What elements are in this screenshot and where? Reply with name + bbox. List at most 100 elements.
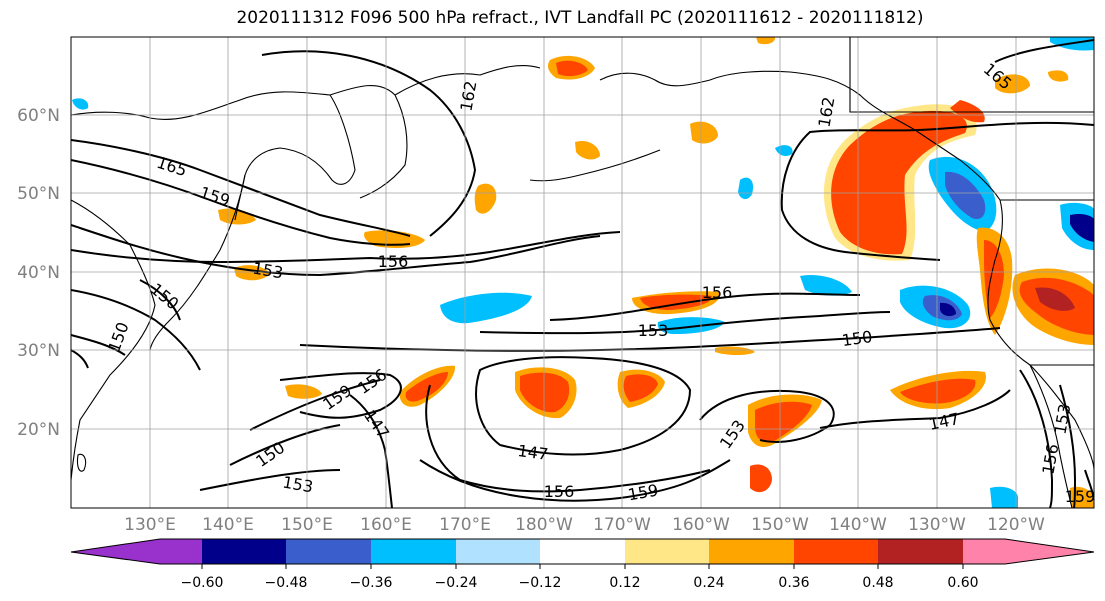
contour-159 bbox=[419, 459, 731, 502]
coastline-mexico bbox=[1029, 364, 1073, 508]
anomaly-shading bbox=[72, 37, 1094, 508]
lon-label: 140°W bbox=[829, 515, 887, 535]
contour-159 bbox=[71, 159, 411, 246]
positive-anomaly bbox=[750, 464, 772, 493]
contour-label: 156 bbox=[544, 482, 575, 501]
contour-label: 159 bbox=[1065, 487, 1096, 506]
lat-label: 30°N bbox=[17, 341, 60, 361]
longitude-labels: 130°E 140°E 150°E 160°E 170°E 180°W 170°… bbox=[124, 515, 1045, 535]
contour-165 bbox=[994, 39, 1094, 63]
lat-label: 20°N bbox=[17, 420, 60, 440]
contour-153 bbox=[699, 389, 835, 443]
colorbar-segment bbox=[286, 539, 371, 564]
colorbar-segment bbox=[202, 539, 286, 564]
negative-anomaly bbox=[72, 98, 89, 110]
colorbar-tick-label: −0.60 bbox=[181, 575, 224, 591]
contour-153 bbox=[71, 349, 89, 369]
contour-147 bbox=[349, 394, 393, 508]
colorbar-segment bbox=[709, 539, 794, 564]
coastline-kamchatka bbox=[329, 84, 408, 199]
colorbar-tick-label: 0.12 bbox=[609, 575, 640, 591]
contour-156 bbox=[139, 279, 181, 321]
contour-162 bbox=[780, 121, 1094, 261]
coastline-asia bbox=[71, 91, 356, 221]
contour-156 bbox=[249, 379, 381, 431]
contour-150 bbox=[229, 424, 341, 466]
colorbar-segment bbox=[540, 539, 625, 564]
coastlines bbox=[71, 37, 1094, 508]
colorbar-tick-labels: −0.60 −0.48 −0.36 −0.24 −0.12 0.12 0.24 … bbox=[181, 575, 979, 591]
positive-anomaly bbox=[405, 372, 448, 402]
negative-anomaly bbox=[940, 302, 956, 317]
colorbar-segment bbox=[456, 539, 540, 564]
colorbar-ticks bbox=[201, 564, 964, 569]
contour-153 bbox=[1019, 369, 1054, 508]
lon-label: 150°W bbox=[751, 515, 809, 535]
lon-label: 170°W bbox=[593, 515, 651, 535]
positive-anomaly bbox=[1048, 70, 1069, 82]
contour-156 bbox=[1059, 384, 1077, 508]
colorbar-max-extension bbox=[1005, 539, 1094, 564]
negative-anomaly bbox=[775, 145, 793, 156]
colorbar-segment bbox=[371, 539, 456, 564]
lon-label: 130°W bbox=[908, 515, 966, 535]
lon-label: 150°E bbox=[281, 515, 333, 535]
positive-anomaly bbox=[575, 140, 600, 160]
colorbar-outline bbox=[70, 538, 1095, 565]
positive-anomaly bbox=[950, 100, 985, 123]
colorbar-segment bbox=[963, 539, 1005, 564]
negative-anomaly bbox=[440, 292, 532, 324]
positive-anomaly bbox=[640, 294, 712, 310]
colorbar-tick-label: −0.36 bbox=[350, 575, 393, 591]
contour-156 bbox=[71, 231, 621, 264]
lon-label: 130°E bbox=[124, 515, 176, 535]
positive-anomaly bbox=[285, 384, 322, 399]
lat-label: 60°N bbox=[17, 106, 60, 126]
map-panel: 165 159 153 156 150 150 162 162 165 156 … bbox=[70, 36, 1096, 509]
negative-anomaly bbox=[990, 486, 1019, 508]
contour-165 bbox=[71, 139, 411, 237]
positive-anomaly bbox=[623, 374, 658, 402]
lon-label: 140°E bbox=[202, 515, 254, 535]
colorbar-segments bbox=[160, 539, 1005, 564]
contour-label: 147 bbox=[516, 441, 549, 464]
border-alaska-canada bbox=[849, 37, 1094, 113]
contour-153 bbox=[71, 224, 601, 277]
lat-label: 40°N bbox=[17, 263, 60, 283]
contour-156 bbox=[425, 384, 711, 493]
positive-anomaly bbox=[556, 60, 588, 77]
coastline-chukotka bbox=[394, 65, 541, 96]
colorbar-tick-label: 0.24 bbox=[693, 575, 724, 591]
positive-anomaly bbox=[690, 121, 718, 144]
positive-anomaly bbox=[756, 37, 776, 45]
colorbar-segment bbox=[625, 539, 709, 564]
contour-150 bbox=[71, 334, 126, 356]
lon-label: 120°W bbox=[987, 515, 1045, 535]
negative-anomaly bbox=[738, 177, 754, 200]
colorbar-segment bbox=[794, 539, 878, 564]
lat-label: 50°N bbox=[17, 184, 60, 204]
colorbar-segment bbox=[160, 539, 202, 564]
lon-label: 160°E bbox=[360, 515, 412, 535]
positive-anomaly bbox=[474, 183, 497, 214]
colorbar-tick-label: 0.60 bbox=[947, 575, 978, 591]
positive-anomaly bbox=[520, 372, 570, 413]
contour-147 bbox=[475, 356, 692, 456]
colorbar-tick-label: −0.48 bbox=[265, 575, 308, 591]
contour-label: 156 bbox=[378, 252, 409, 271]
contour-153 bbox=[199, 469, 341, 491]
coastline-west-coast bbox=[987, 199, 1094, 471]
negative-anomaly bbox=[657, 317, 725, 334]
negative-anomaly bbox=[945, 171, 986, 220]
lon-label: 180°W bbox=[515, 515, 573, 535]
colorbar-segment bbox=[878, 539, 963, 564]
negative-anomaly bbox=[1070, 213, 1094, 242]
contour-label: 156 bbox=[702, 283, 733, 302]
lon-label: 170°E bbox=[439, 515, 491, 535]
map-frame bbox=[70, 36, 1095, 509]
contour-159 bbox=[279, 372, 402, 419]
positive-anomaly bbox=[900, 378, 976, 404]
positive-anomaly bbox=[984, 240, 1004, 318]
contour-150 bbox=[71, 289, 201, 371]
